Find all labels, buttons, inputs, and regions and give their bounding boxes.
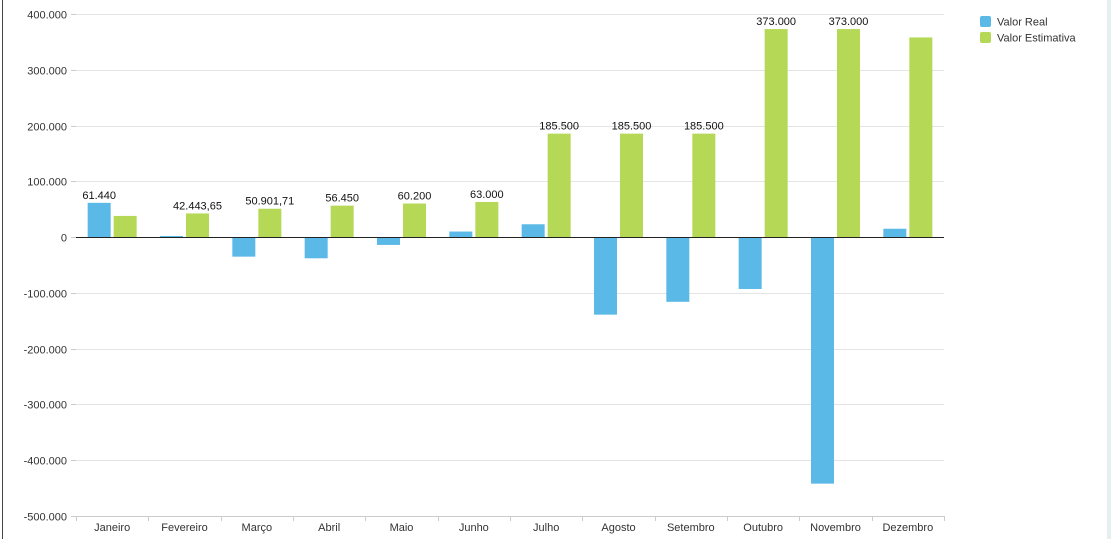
bar-valor-real [232, 237, 256, 257]
bar-valor-estimativa [547, 133, 571, 238]
x-category-label: Agosto [601, 522, 635, 534]
bar-valor-real [521, 224, 545, 238]
x-category-label: Março [242, 522, 273, 534]
y-tick-label: 400.000 [27, 10, 67, 22]
y-tick-label: 200.000 [27, 122, 67, 134]
bar-valor-estimativa [692, 133, 716, 238]
legend-swatch [980, 32, 991, 43]
bar-valor-estimativa [475, 201, 499, 238]
x-category-label: Dezembro [882, 522, 933, 534]
window-edge [1107, 0, 1111, 539]
bar-valor-estimativa [909, 37, 933, 238]
bar-valor-real [304, 237, 328, 259]
y-tick-label: -500.000 [24, 512, 67, 524]
bar-valor-estimativa [330, 205, 354, 238]
data-label: 373.000 [756, 16, 796, 28]
y-tick-label: -100.000 [24, 289, 67, 301]
bar-valor-real [87, 202, 111, 238]
data-label: 60.200 [398, 191, 432, 203]
y-tick-label: -300.000 [24, 400, 67, 412]
bar-valor-estimativa [258, 208, 282, 238]
data-label: 50.901,71 [245, 196, 294, 208]
x-category-label: Maio [390, 522, 414, 534]
y-tick-label: 100.000 [27, 177, 67, 189]
bar-valor-real [377, 237, 400, 245]
data-label: 56.450 [325, 193, 359, 205]
bar-valor-real [811, 237, 834, 484]
bar-valor-estimativa [837, 29, 860, 238]
x-category-label: Julho [533, 522, 559, 534]
data-label: 63.000 [470, 189, 504, 201]
bar-valor-real [738, 237, 762, 289]
bar-valor-estimativa [764, 29, 788, 238]
bar-valor-estimativa [186, 213, 209, 238]
data-label: 42.443,65 [173, 200, 222, 212]
bar-valor-estimativa [113, 215, 137, 238]
legend-label: Valor Real [997, 17, 1048, 29]
bar-valor-real [666, 237, 690, 302]
data-label: 61.440 [82, 190, 116, 202]
bar-valor-real [883, 228, 907, 238]
x-category-label: Fevereiro [161, 522, 207, 534]
x-category-label: Abril [318, 522, 340, 534]
data-label: 185.500 [612, 121, 652, 133]
data-label: 185.500 [539, 121, 579, 133]
y-tick-label: 0 [61, 233, 67, 245]
x-category-label: Setembro [667, 522, 715, 534]
data-label: 373.000 [829, 16, 869, 28]
y-tick-label: -400.000 [24, 456, 67, 468]
y-tick-label: 300.000 [27, 66, 67, 78]
x-category-label: Junho [459, 522, 489, 534]
legend-swatch [980, 16, 991, 27]
bar-valor-estimativa [403, 203, 426, 238]
x-category-label: Outubro [743, 522, 783, 534]
x-category-label: Janeiro [94, 522, 130, 534]
x-category-label: Novembro [810, 522, 861, 534]
y-tick-label: -200.000 [24, 345, 67, 357]
data-label: 185.500 [684, 121, 724, 133]
legend-label: Valor Estimativa [997, 33, 1077, 45]
bar-valor-real [594, 237, 617, 315]
bar-valor-real [160, 235, 183, 238]
bar-valor-real [449, 231, 473, 238]
bar-valor-estimativa [620, 133, 643, 238]
